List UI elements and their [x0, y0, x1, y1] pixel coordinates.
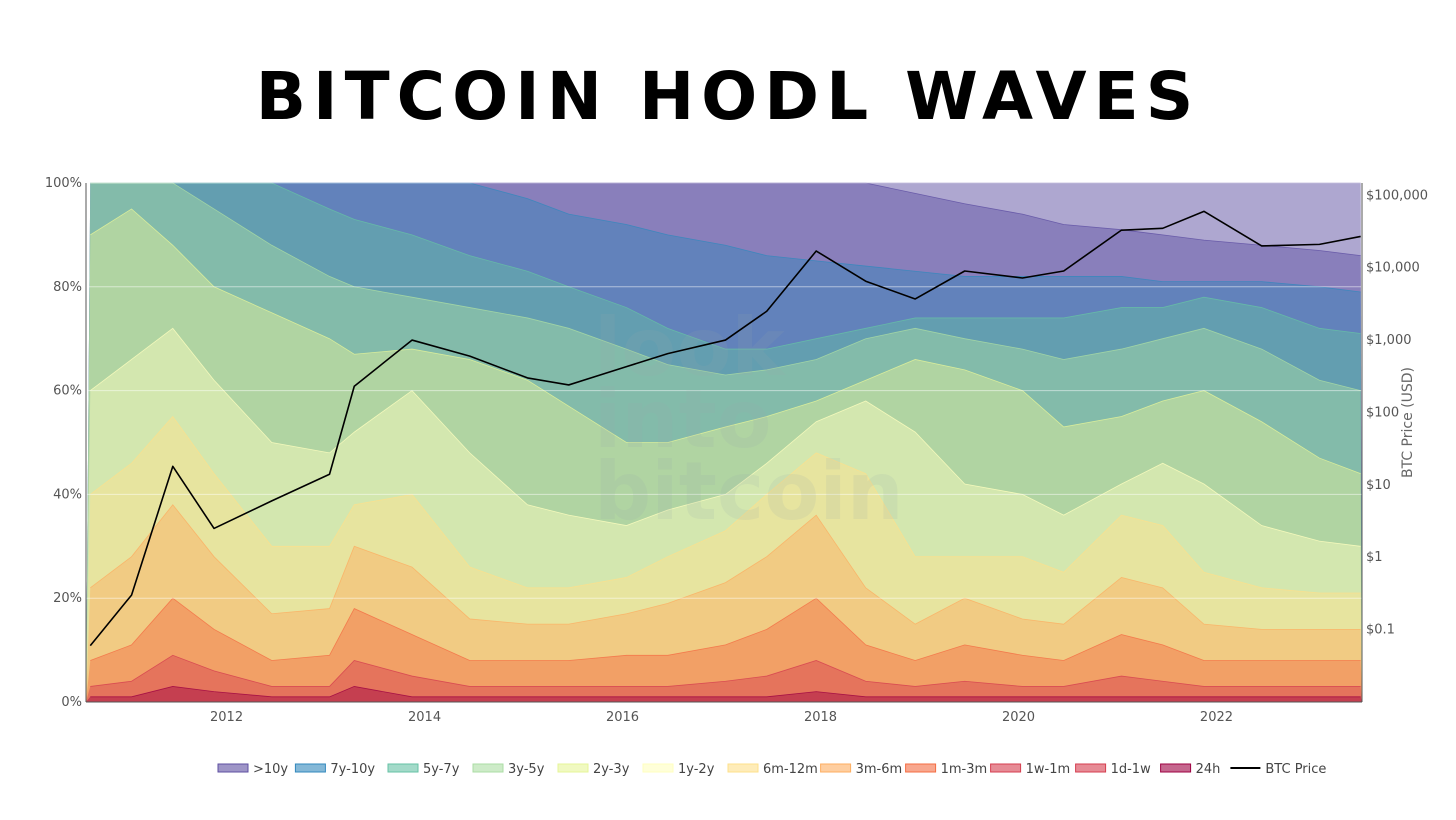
band-3m-6m — [86, 416, 1362, 702]
legend-label: 1w-1m — [1026, 762, 1071, 777]
legend: >10y 7y-10y 5y-7y 3y-5y 2y-3y 1y-2y 6m-12m 3m-6… — [217, 762, 1326, 777]
legend-item: 5y-7y — [387, 762, 460, 777]
price-tick-label: $1 — [1366, 550, 1383, 565]
band-edge-3m-6m — [90, 415, 1361, 594]
band-7y-10y — [86, 183, 1362, 702]
legend-label: 24h — [1196, 762, 1221, 777]
legend-item: 1m-3m — [905, 762, 988, 777]
price-tick-label: $0.1 — [1366, 623, 1395, 638]
price-tick-label: $10 — [1366, 478, 1391, 493]
y-tick-label: 100% — [45, 176, 82, 191]
legend-item: 3m-6m — [820, 762, 903, 777]
y-tick-label: 0% — [61, 695, 82, 710]
band-1d-1w — [86, 655, 1362, 702]
legend-label: BTC Price — [1265, 762, 1326, 777]
band-24h — [86, 686, 1362, 702]
legend-label: 1y-2y — [678, 762, 715, 777]
legend-swatch — [217, 763, 249, 773]
legend-item: BTC Price — [1230, 762, 1326, 777]
band-edge-2y-3y — [90, 182, 1361, 391]
legend-swatch — [294, 763, 326, 773]
btc-price-path — [89, 210, 1361, 647]
legend-swatch — [387, 763, 419, 773]
legend-label: 3m-6m — [856, 762, 903, 777]
legend-swatch — [1160, 763, 1192, 773]
price-tick-label: $1,000 — [1366, 333, 1412, 348]
legend-swatch — [820, 763, 852, 773]
band-1m-3m — [86, 504, 1362, 702]
y-tick-label: 20% — [53, 591, 82, 606]
band-1y-2y — [86, 208, 1362, 702]
price-tick-label: $100,000 — [1366, 188, 1428, 203]
band-2y-3y — [86, 183, 1362, 702]
y-tick-label: 40% — [53, 487, 82, 502]
legend-label: 7y-10y — [330, 762, 375, 777]
legend-swatch — [990, 763, 1022, 773]
legend-item: >10y — [217, 762, 288, 777]
y-tick-label: 80% — [53, 280, 82, 295]
legend-label: 1m-3m — [941, 762, 988, 777]
legend-label: 6m-12m — [763, 762, 818, 777]
legend-label: 3y-5y — [508, 762, 545, 777]
chart-title: BITCOIN HODL WAVES — [255, 58, 1201, 135]
band-edge-3y-5y — [90, 182, 1361, 350]
x-tick-label: 2016 — [606, 710, 639, 725]
x-tick-label: 2012 — [210, 710, 243, 725]
legend-label: 2y-3y — [593, 762, 630, 777]
legend-swatch — [472, 763, 504, 773]
legend-swatch — [905, 763, 937, 773]
x-tick-label: 2020 — [1002, 710, 1035, 725]
y-tick-label: 60% — [53, 384, 82, 399]
legend-label: 5y-7y — [423, 762, 460, 777]
legend-swatch — [1075, 763, 1107, 773]
band-edge-1y-2y — [90, 208, 1361, 475]
band-edge-1w-1m — [90, 597, 1361, 661]
x-tick-label: 2022 — [1200, 710, 1233, 725]
wave-bands — [86, 182, 1362, 702]
legend-swatch — [642, 763, 674, 773]
legend-item: 3y-5y — [472, 762, 545, 777]
band-edge-1m-3m — [90, 504, 1361, 630]
axes: 0% 20% 40% 60% 80% 100% 2012 2014 2016 2018 2020 20… — [45, 176, 1428, 725]
legend-item: 1y-2y — [642, 762, 715, 777]
btc-price-line — [89, 210, 1361, 647]
legend-item: 1w-1m — [990, 762, 1071, 777]
watermark-word: look — [594, 301, 786, 394]
price-tick-label: $100 — [1366, 405, 1399, 420]
legend-item: 6m-12m — [727, 762, 818, 777]
band->10y — [86, 183, 1362, 702]
price-axis-title: BTC Price (USD) — [1400, 367, 1416, 478]
band-edge-24h — [90, 686, 1361, 698]
legend-item: 7y-10y — [294, 762, 375, 777]
band-1w-1m — [86, 598, 1362, 702]
x-tick-label: 2018 — [804, 710, 837, 725]
band-6m-12m — [86, 328, 1362, 702]
watermark-word: into — [594, 373, 772, 466]
legend-label: 1d-1w — [1111, 762, 1151, 777]
price-tick-label: $10,000 — [1366, 261, 1420, 276]
band-3y-5y — [86, 183, 1362, 702]
legend-item: 2y-3y — [557, 762, 630, 777]
legend-label: >10y — [253, 762, 288, 777]
band-5y-7y — [86, 183, 1362, 702]
band-edge-1d-1w — [90, 654, 1361, 687]
legend-item: 1d-1w — [1075, 762, 1151, 777]
legend-swatch — [727, 763, 759, 773]
x-tick-label: 2014 — [408, 710, 441, 725]
legend-item: 24h — [1160, 762, 1221, 777]
watermark-word: bitcoin — [594, 445, 904, 538]
legend-swatch — [557, 763, 589, 773]
